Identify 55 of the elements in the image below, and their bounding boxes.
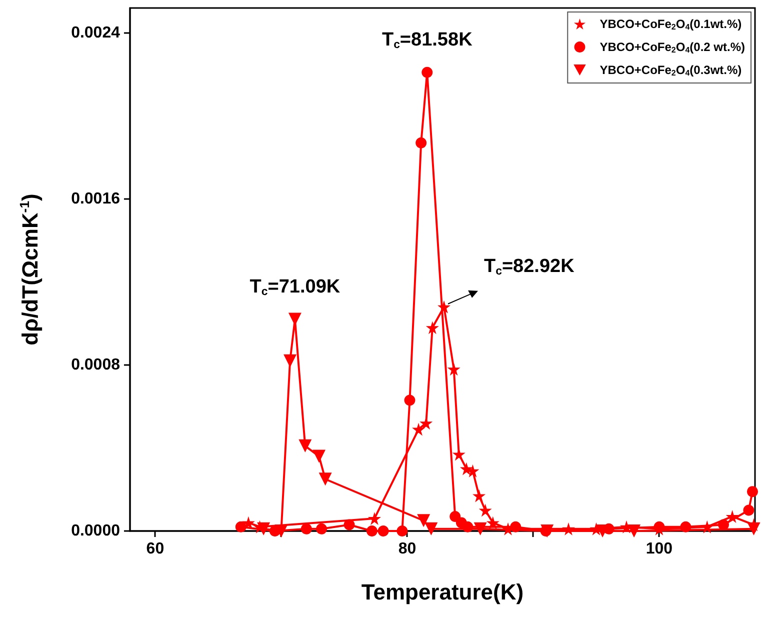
point xyxy=(422,66,433,78)
point xyxy=(654,521,665,532)
point xyxy=(426,321,439,334)
point xyxy=(366,526,378,536)
point xyxy=(312,450,326,463)
annotation: Tc=81.58K xyxy=(382,30,473,51)
point xyxy=(368,512,381,526)
point xyxy=(460,462,473,476)
point xyxy=(746,486,758,498)
point xyxy=(424,522,438,536)
point xyxy=(743,504,754,516)
point xyxy=(298,439,312,452)
point xyxy=(680,521,692,532)
x-tick-label: 60 xyxy=(146,540,164,558)
point xyxy=(472,489,486,502)
annotation: Tc=71.09K xyxy=(250,276,340,298)
point xyxy=(478,504,492,517)
point xyxy=(284,354,297,368)
point xyxy=(242,516,255,530)
point xyxy=(447,362,460,376)
point xyxy=(510,521,522,532)
y-tick-label: 0.0008 xyxy=(71,356,120,374)
point xyxy=(316,523,328,534)
point xyxy=(718,519,729,530)
y-tick-label: 0.0016 xyxy=(71,190,120,208)
point xyxy=(344,519,355,530)
y-axis-title: dρ/dT(ΩcmK-1) xyxy=(17,194,42,346)
point xyxy=(416,137,427,148)
point xyxy=(257,522,270,536)
point xyxy=(318,472,332,486)
point xyxy=(450,510,461,522)
point xyxy=(235,521,246,532)
x-axis-title: Temperature(K) xyxy=(361,580,524,604)
point xyxy=(300,523,312,534)
point xyxy=(412,422,426,436)
y-tick-label: 0.0024 xyxy=(71,24,120,42)
point xyxy=(726,510,739,523)
x-tick-label: 100 xyxy=(646,540,673,558)
point xyxy=(420,416,433,430)
point xyxy=(474,522,487,536)
point xyxy=(486,516,500,530)
point xyxy=(404,394,416,406)
point xyxy=(396,526,408,536)
point xyxy=(562,522,576,536)
point xyxy=(628,524,641,538)
point xyxy=(540,524,554,538)
point xyxy=(378,526,389,536)
point xyxy=(274,524,288,538)
point xyxy=(417,514,430,528)
x-tick-label: 80 xyxy=(398,540,416,558)
point xyxy=(438,300,451,314)
point xyxy=(462,521,474,532)
point xyxy=(747,522,760,536)
annotation: Tc=82.92K xyxy=(484,256,575,278)
y-tick-label: 0.0000 xyxy=(71,522,120,540)
